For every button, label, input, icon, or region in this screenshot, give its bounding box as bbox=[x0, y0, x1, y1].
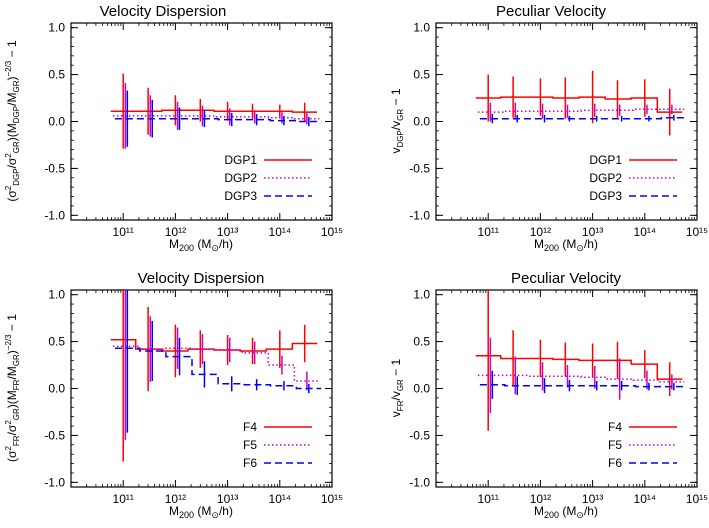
panel-title: Peculiar Velocity bbox=[511, 270, 622, 287]
legend: F4 F5 F6 bbox=[243, 420, 312, 470]
y-tick-label: 1.0 bbox=[413, 21, 430, 35]
y-axis-label: (σ2FR/σ2GR)(MFR/MGR)−2/3 − 1 bbox=[4, 314, 21, 462]
legend-label: DGP1 bbox=[589, 153, 622, 167]
panel-peculiar-velocity-fr: Peculiar Velocity -1.0 -0.5 0.0 0.5 1.0 10¹¹ 1… bbox=[389, 270, 708, 520]
y-tick-label: -0.5 bbox=[44, 161, 65, 175]
y-tick-label: 0.0 bbox=[413, 115, 430, 129]
x-tick-label: 10¹⁴ bbox=[634, 492, 657, 506]
legend-label: F5 bbox=[608, 438, 622, 452]
series-line-dgp2 bbox=[477, 108, 685, 113]
x-tick-label: 10¹¹ bbox=[113, 492, 134, 506]
series-group bbox=[475, 290, 687, 431]
x-tick-label: 10¹⁵ bbox=[321, 225, 343, 239]
panel-title: Velocity Dispersion bbox=[138, 270, 265, 287]
series-line-f6 bbox=[479, 383, 687, 388]
y-tick-label: 0.0 bbox=[48, 382, 65, 396]
x-tick-label: 10¹¹ bbox=[113, 225, 134, 239]
panel-title: Velocity Dispersion bbox=[100, 3, 227, 20]
y-tick-label: 0.5 bbox=[413, 68, 430, 82]
x-tick-label: 10¹³ bbox=[582, 225, 603, 239]
x-tick-label: 10¹² bbox=[165, 492, 186, 506]
series-line-dgp3 bbox=[114, 117, 322, 123]
x-tick-label: 10¹¹ bbox=[478, 225, 499, 239]
panel-title: Peculiar Velocity bbox=[496, 3, 607, 20]
x-axis-label: M200 (M⊙/h) bbox=[534, 237, 598, 253]
y-tick-label: -0.5 bbox=[409, 428, 430, 442]
x-tick-label: 10¹¹ bbox=[478, 492, 499, 506]
series-group bbox=[475, 70, 687, 136]
y-axis-label: vDGP/vGR − 1 bbox=[389, 88, 405, 153]
series-line-dgp1 bbox=[475, 96, 683, 113]
panel-velocity-dispersion-fr: Velocity Dispersion -1.0 -0.5 0.0 0.5 1.0 10¹… bbox=[4, 270, 343, 520]
y-tick-label: 0.5 bbox=[48, 335, 65, 349]
x-axis-label: M200 (M⊙/h) bbox=[169, 237, 233, 253]
plot-frame bbox=[435, 289, 698, 488]
y-axis-label: vFR/vGR − 1 bbox=[389, 358, 405, 417]
legend-label: DGP2 bbox=[589, 171, 622, 185]
x-tick-label: 10¹² bbox=[530, 492, 551, 506]
axis-ticks: -1.0 -0.5 0.0 0.5 1.0 10¹¹ 10¹² 10¹³ 10¹⁴ 10¹⁵ bbox=[44, 288, 343, 506]
y-tick-label: 1.0 bbox=[48, 21, 65, 35]
legend-label: DGP3 bbox=[224, 189, 257, 203]
y-tick-label: 0.0 bbox=[413, 382, 430, 396]
x-tick-label: 10¹⁵ bbox=[686, 492, 708, 506]
y-tick-label: 1.0 bbox=[48, 288, 65, 302]
axis-ticks: -1.0 -0.5 0.0 0.5 1.0 10¹¹ 10¹² 10¹³ 10¹⁴ 10¹⁵ bbox=[409, 21, 708, 239]
series-line-f5 bbox=[477, 374, 685, 383]
y-tick-label: 0.0 bbox=[48, 115, 65, 129]
y-tick-label: 0.5 bbox=[413, 335, 430, 349]
legend-label: DGP3 bbox=[589, 189, 622, 203]
series-group bbox=[110, 73, 322, 149]
y-axis-label: (σ2DGP/σ2GR)(MDGP/MGR)−2/3 − 1 bbox=[4, 40, 21, 202]
series-line-dgp1 bbox=[110, 109, 318, 113]
x-tick-label: 10¹² bbox=[530, 225, 551, 239]
series-group bbox=[110, 290, 322, 462]
axis-ticks: -1.0 -0.5 0.0 0.5 1.0 10¹¹ 10¹² 10¹³ 10¹⁴ 10¹⁵ bbox=[409, 288, 708, 506]
x-tick-label: 10¹⁴ bbox=[634, 225, 657, 239]
x-tick-label: 10¹⁴ bbox=[269, 492, 292, 506]
legend-label: F6 bbox=[608, 456, 622, 470]
legend-label: F6 bbox=[243, 456, 257, 470]
series-line-f4 bbox=[475, 354, 683, 380]
x-tick-label: 10¹⁵ bbox=[321, 492, 343, 506]
legend-label: F4 bbox=[608, 420, 622, 434]
y-tick-label: -0.5 bbox=[409, 161, 430, 175]
x-tick-label: 10¹⁴ bbox=[269, 225, 292, 239]
legend: F4 F5 F6 bbox=[608, 420, 677, 470]
legend-label: DGP1 bbox=[224, 153, 257, 167]
y-tick-label: 0.5 bbox=[48, 68, 65, 82]
x-axis-label: M200 (M⊙/h) bbox=[169, 504, 233, 520]
axis-ticks: -1.0 -0.5 0.0 0.5 1.0 10¹¹ 10¹² 10¹³ 10¹⁴ 10¹⁵ bbox=[44, 21, 343, 239]
plot-frame bbox=[70, 289, 333, 488]
series-line-f6 bbox=[114, 347, 322, 390]
legend-label: DGP2 bbox=[224, 171, 257, 185]
legend: DGP1 DGP2 DGP3 bbox=[589, 153, 677, 203]
y-tick-label: -1.0 bbox=[44, 208, 65, 222]
x-tick-label: 10¹³ bbox=[582, 492, 603, 506]
plot-frame bbox=[435, 22, 698, 221]
panel-peculiar-velocity-dgp: Peculiar Velocity -1.0 -0.5 0.0 0.5 1.0 10¹¹ 1… bbox=[389, 3, 708, 253]
legend-label: F4 bbox=[243, 420, 257, 434]
x-tick-label: 10¹² bbox=[165, 225, 186, 239]
series-line-dgp3 bbox=[479, 116, 687, 120]
series-line-f4 bbox=[110, 338, 318, 352]
y-tick-label: -1.0 bbox=[409, 475, 430, 489]
x-tick-label: 10¹⁵ bbox=[686, 225, 708, 239]
y-tick-label: 1.0 bbox=[413, 288, 430, 302]
plot-frame bbox=[70, 22, 333, 221]
y-tick-label: -1.0 bbox=[44, 475, 65, 489]
y-tick-label: -0.5 bbox=[44, 428, 65, 442]
legend: DGP1 DGP2 DGP3 bbox=[224, 153, 312, 203]
x-tick-label: 10¹³ bbox=[217, 492, 238, 506]
panel-velocity-dispersion-dgp: Velocity Dispersion -1.0 -0.5 0.0 0.5 1.0 10¹… bbox=[4, 3, 343, 253]
x-tick-label: 10¹³ bbox=[217, 225, 238, 239]
x-axis-label: M200 (M⊙/h) bbox=[534, 504, 598, 520]
series-line-f5 bbox=[112, 345, 320, 382]
y-tick-label: -1.0 bbox=[409, 208, 430, 222]
legend-label: F5 bbox=[243, 438, 257, 452]
